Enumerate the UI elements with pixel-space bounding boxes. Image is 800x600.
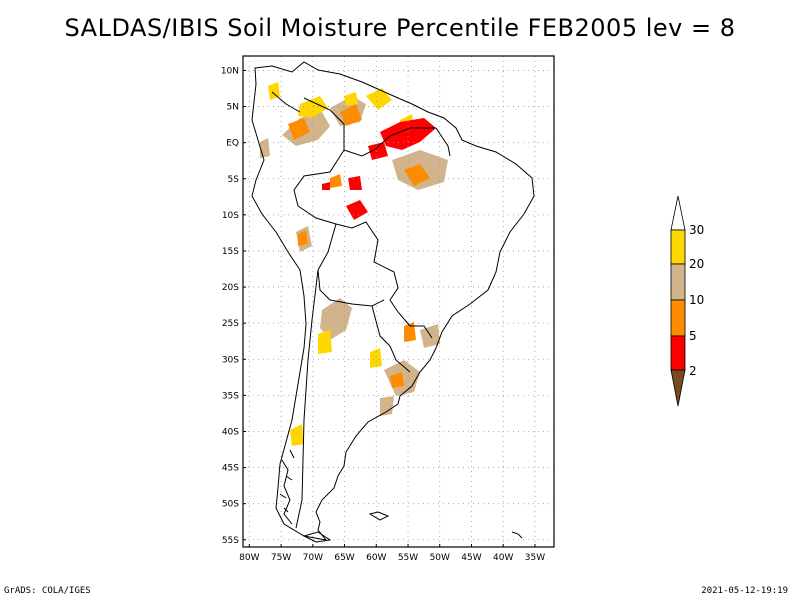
lon-tick-label: 75W — [271, 553, 291, 563]
lat-tick-label: 20S — [222, 283, 239, 293]
lon-tick-label: 40W — [493, 553, 513, 563]
legend-10-20 — [670, 263, 686, 301]
percentile-2-5-patches — [322, 118, 436, 220]
lon-tick-label: 50W — [430, 553, 450, 563]
lon-tick-label: 65W — [334, 553, 354, 563]
map-frame — [242, 55, 555, 548]
legend-5-10 — [670, 299, 686, 337]
lon-tick-label: 80W — [239, 553, 259, 563]
percentile-10-20-patches — [260, 96, 448, 416]
footer-timestamp: 2021-05-12-19:19 — [701, 586, 788, 596]
lat-tick-label: 50S — [222, 500, 239, 510]
legend-label-30: 30 — [689, 223, 704, 237]
lat-tick-label: 45S — [222, 464, 239, 474]
legend-2-5 — [670, 335, 686, 371]
legend-label-5: 5 — [689, 329, 697, 343]
lat-tick-label: 10N — [221, 66, 239, 76]
map-title: SALDAS/IBIS Soil Moisture Percentile FEB… — [64, 14, 736, 42]
lat-tick-label: 10S — [222, 211, 239, 221]
lat-tick-label: 5S — [228, 175, 240, 185]
longitude-tick-labels: 80W 75W 70W 65W 60W 55W 50W 45W 40W 35W — [239, 544, 545, 563]
color-legend: 30 20 10 5 2 — [670, 195, 704, 407]
lon-tick-label: 55W — [398, 553, 418, 563]
legend-label-10: 10 — [689, 293, 704, 307]
lat-tick-label: 40S — [222, 427, 239, 437]
lat-tick-label: EQ — [226, 139, 239, 149]
lon-tick-label: 60W — [366, 553, 386, 563]
soil-moisture-field — [260, 82, 448, 446]
lat-tick-label: 55S — [222, 536, 239, 546]
legend-20-30 — [670, 229, 686, 265]
lat-tick-label: 25S — [222, 319, 239, 329]
legend-label-2: 2 — [689, 364, 697, 378]
tierra-del-fuego — [302, 531, 332, 543]
lon-tick-label: 45W — [461, 553, 481, 563]
falkland-islands — [368, 511, 390, 521]
footer-credit: GrADS: COLA/IGES — [4, 586, 91, 596]
lat-tick-label: 15S — [222, 247, 239, 257]
percentile-20-30-patches — [268, 82, 414, 446]
south-america-outline — [251, 61, 535, 541]
chile-islands — [279, 449, 295, 525]
lat-tick-label: 30S — [222, 355, 239, 365]
lon-tick-label: 35W — [525, 553, 545, 563]
coastline — [251, 61, 535, 543]
lat-tick-label: 35S — [222, 391, 239, 401]
legend-label-20: 20 — [689, 257, 704, 271]
percentile-5-10-patches — [288, 104, 430, 388]
legend-above-30 — [670, 195, 686, 231]
lon-tick-label: 70W — [303, 553, 323, 563]
legend-below-2 — [670, 369, 686, 407]
lat-tick-label: 5N — [227, 103, 239, 113]
country-borders — [271, 91, 451, 529]
east-island — [511, 531, 523, 539]
latitude-tick-labels: 10N 5N EQ 5S 10S 15S 20S 25S 30S 35S 40S 45S 50S 55S — [221, 66, 246, 546]
graticule — [243, 56, 554, 547]
